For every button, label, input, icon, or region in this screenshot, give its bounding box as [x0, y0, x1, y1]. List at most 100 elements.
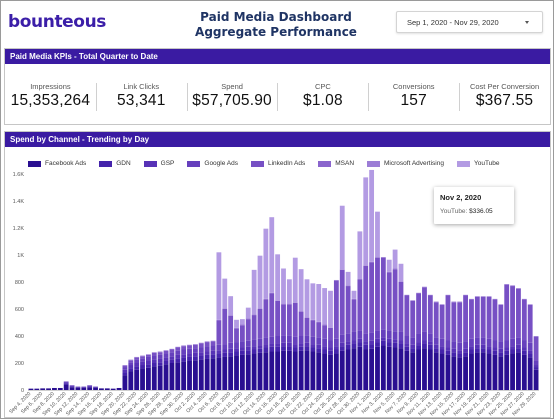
bar-segment[interactable] [416, 333, 421, 343]
bar-segment[interactable] [316, 284, 322, 322]
bar-segment[interactable] [474, 348, 480, 353]
bar-segment[interactable] [204, 341, 210, 343]
bar-segment[interactable] [451, 301, 457, 303]
bar-segment[interactable] [175, 354, 181, 359]
bar-segment[interactable] [392, 269, 398, 332]
bar-segment[interactable] [204, 351, 210, 355]
bar-segment[interactable] [345, 271, 351, 286]
bar-segment[interactable] [292, 302, 298, 303]
bar-segment[interactable] [245, 350, 251, 355]
bar-segment[interactable] [63, 381, 69, 383]
bar-segment[interactable] [128, 371, 134, 390]
bar-segment[interactable] [404, 336, 410, 344]
bar-segment[interactable] [281, 350, 286, 390]
bar-segment[interactable] [516, 352, 521, 390]
bar-segment[interactable] [322, 288, 328, 325]
bar-segment[interactable] [81, 386, 87, 388]
bar-segment[interactable] [157, 354, 163, 359]
bar-segment[interactable] [245, 340, 251, 347]
bar-segment[interactable] [333, 349, 339, 354]
bar-segment[interactable] [369, 340, 375, 345]
bar-segment[interactable] [498, 304, 504, 342]
bar-segment[interactable] [351, 331, 357, 341]
bar-segment[interactable] [110, 388, 116, 390]
bar-segment[interactable] [175, 347, 181, 351]
bar-segment[interactable] [281, 303, 286, 305]
bar-segment[interactable] [146, 354, 151, 357]
bar-segment[interactable] [521, 340, 527, 348]
bar-segment[interactable] [328, 327, 333, 341]
bar-segment[interactable] [146, 367, 151, 390]
bar-segment[interactable] [369, 169, 375, 262]
bar-segment[interactable] [504, 284, 510, 285]
bar-segment[interactable] [286, 342, 292, 347]
bar-segment[interactable] [427, 344, 433, 350]
bar-segment[interactable] [433, 337, 439, 345]
bar-segment[interactable] [134, 359, 140, 364]
bar-segment[interactable] [292, 351, 298, 390]
bar-segment[interactable] [316, 348, 322, 353]
bar-segment[interactable] [269, 292, 275, 294]
bar-segment[interactable] [192, 352, 198, 357]
bar-segment[interactable] [204, 358, 210, 390]
bar-segment[interactable] [122, 367, 128, 370]
bar-segment[interactable] [263, 298, 269, 300]
bar-segment[interactable] [521, 299, 527, 341]
bar-segment[interactable] [157, 358, 163, 363]
bar-segment[interactable] [351, 298, 357, 300]
bar-segment[interactable] [510, 349, 515, 354]
bar-segment[interactable] [175, 362, 181, 390]
bar-segment[interactable] [292, 302, 298, 337]
bar-segment[interactable] [269, 336, 275, 344]
bar-segment[interactable] [380, 337, 386, 341]
legend-item[interactable]: Facebook Ads [28, 160, 86, 167]
bar-segment[interactable] [222, 308, 228, 309]
bar-segment[interactable] [486, 346, 492, 350]
bar-segment[interactable] [363, 265, 369, 334]
bar-segment[interactable] [34, 388, 40, 390]
bar-segment[interactable] [486, 353, 492, 390]
bar-segment[interactable] [204, 342, 210, 347]
bar-segment[interactable] [422, 286, 427, 288]
bar-segment[interactable] [216, 252, 222, 320]
bar-segment[interactable] [386, 259, 392, 272]
bar-segment[interactable] [192, 344, 198, 345]
bar-segment[interactable] [187, 360, 192, 390]
bar-segment[interactable] [93, 386, 98, 388]
legend-item[interactable]: MSAN [318, 160, 354, 167]
bar-segment[interactable] [527, 304, 533, 305]
bar-segment[interactable] [187, 344, 192, 346]
bar-segment[interactable] [357, 330, 363, 339]
bar-segment[interactable] [234, 327, 239, 329]
bar-segment[interactable] [239, 324, 245, 326]
bar-segment[interactable] [457, 357, 463, 390]
bar-segment[interactable] [304, 350, 310, 390]
bar-segment[interactable] [269, 351, 275, 390]
bar-segment[interactable] [392, 342, 398, 348]
bar-segment[interactable] [375, 338, 380, 343]
bar-segment[interactable] [87, 385, 93, 386]
bar-segment[interactable] [169, 352, 175, 357]
bar-segment[interactable] [257, 352, 263, 391]
bar-segment[interactable] [239, 354, 245, 390]
bar-segment[interactable] [328, 347, 333, 351]
bar-segment[interactable] [263, 337, 269, 345]
bar-segment[interactable] [457, 301, 463, 303]
bar-segment[interactable] [457, 302, 463, 343]
bar-segment[interactable] [286, 346, 292, 351]
bar-segment[interactable] [316, 337, 322, 345]
bar-segment[interactable] [339, 269, 345, 270]
bar-segment[interactable] [433, 344, 439, 349]
bar-segment[interactable] [251, 315, 257, 340]
bar-segment[interactable] [504, 350, 510, 355]
bar-segment[interactable] [445, 294, 451, 296]
bar-segment[interactable] [416, 349, 421, 391]
bar-segment[interactable] [363, 344, 369, 350]
bar-segment[interactable] [380, 345, 386, 390]
bar-segment[interactable] [292, 336, 298, 345]
bar-segment[interactable] [275, 343, 281, 347]
bar-segment[interactable] [457, 350, 463, 354]
bar-segment[interactable] [445, 295, 451, 341]
bar-segment[interactable] [298, 336, 304, 344]
bar-segment[interactable] [75, 387, 81, 390]
